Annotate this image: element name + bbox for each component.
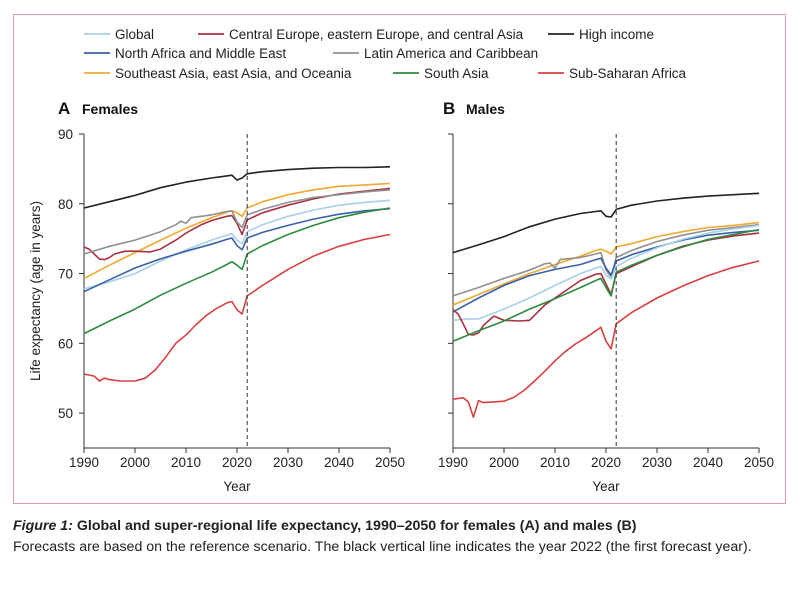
series-line-high-income xyxy=(452,192,760,254)
panel-letter-a: A xyxy=(58,99,70,118)
legend-label-central-europe-eastern-europe-and-central-asia: Central Europe, eastern Europe, and cent… xyxy=(229,27,524,42)
x-tick-label: 1990 xyxy=(438,455,468,470)
legend-label-southeast-asia-east-asia-and-oceania: Southeast Asia, east Asia, and Oceania xyxy=(115,66,352,81)
series-line-global xyxy=(83,199,391,290)
caption-title: Global and super-regional life expectanc… xyxy=(72,518,637,534)
x-tick-label: 2010 xyxy=(171,455,201,470)
series-line-high-income xyxy=(83,166,391,209)
figure-caption: Figure 1: Global and super-regional life… xyxy=(13,516,788,558)
x-tick-label: 1990 xyxy=(69,455,99,470)
legend-label-global: Global xyxy=(115,27,154,42)
panel-letter-b: B xyxy=(443,99,455,118)
panel-title-males: Males xyxy=(466,101,505,117)
legend-label-high-income: High income xyxy=(579,27,654,42)
series-line-southeast-asia-east-asia-and-oceania xyxy=(83,182,391,280)
x-axis-label: Year xyxy=(592,479,620,494)
y-axis-label: Life expectancy (age in years) xyxy=(28,201,43,381)
x-tick-label: 2000 xyxy=(489,455,519,470)
series-line-central-europe-eastern-europe-and-central-asia xyxy=(452,232,760,336)
figure-frame xyxy=(13,14,786,504)
caption-heading: Figure 1: Global and super-regional life… xyxy=(13,516,788,537)
series-line-sub-saharan-africa xyxy=(452,260,760,419)
x-tick-label: 2030 xyxy=(273,455,303,470)
legend-label-latin-america-and-caribbean: Latin America and Caribbean xyxy=(364,46,538,61)
x-tick-label: 2050 xyxy=(375,455,405,470)
caption-figure-label: Figure 1: xyxy=(13,518,73,534)
series-line-latin-america-and-caribbean xyxy=(452,223,760,297)
x-tick-label: 2000 xyxy=(120,455,150,470)
caption-text: Forecasts are based on the reference sce… xyxy=(13,539,752,555)
series-line-north-africa-and-middle-east xyxy=(83,207,391,293)
legend-label-north-africa-and-middle-east: North Africa and Middle East xyxy=(115,46,286,61)
legend-label-sub-saharan-africa: Sub-Saharan Africa xyxy=(569,66,687,81)
y-tick-label: 80 xyxy=(58,197,73,212)
x-tick-label: 2040 xyxy=(324,455,354,470)
legend-label-south-asia: South Asia xyxy=(424,66,489,81)
series-line-south-asia xyxy=(452,228,760,342)
y-tick-label: 50 xyxy=(58,406,73,421)
figure-chart: Global Central Europe, eastern Europe, an… xyxy=(28,27,774,494)
series-line-southeast-asia-east-asia-and-oceania xyxy=(452,221,760,306)
panel-title-females: Females xyxy=(82,101,138,117)
panel-b-males: B Males 1990 2000 2010 2020 2030 2040 2050 Year xyxy=(438,99,774,494)
series-line-global xyxy=(452,224,760,322)
x-tick-label: 2020 xyxy=(591,455,621,470)
panel-a-females: A Females 1990 2000 2010 2020 2030 2040 2050 50 60… xyxy=(28,99,405,494)
series-line-north-africa-and-middle-east xyxy=(452,229,760,313)
series-line-south-asia xyxy=(83,207,391,335)
y-tick-label: 90 xyxy=(58,127,73,142)
series-line-central-europe-eastern-europe-and-central-asia xyxy=(83,187,391,261)
y-tick-label: 60 xyxy=(58,336,73,351)
series-line-sub-saharan-africa xyxy=(83,233,391,382)
y-tick-label: 70 xyxy=(58,267,73,282)
x-tick-label: 2020 xyxy=(222,455,252,470)
x-axis-label: Year xyxy=(223,479,251,494)
legend: Global Central Europe, eastern Europe, an… xyxy=(84,27,687,81)
series-line-latin-america-and-caribbean xyxy=(83,189,391,255)
x-tick-label: 2030 xyxy=(642,455,672,470)
x-tick-label: 2010 xyxy=(540,455,570,470)
x-tick-label: 2050 xyxy=(744,455,774,470)
x-tick-label: 2040 xyxy=(693,455,723,470)
